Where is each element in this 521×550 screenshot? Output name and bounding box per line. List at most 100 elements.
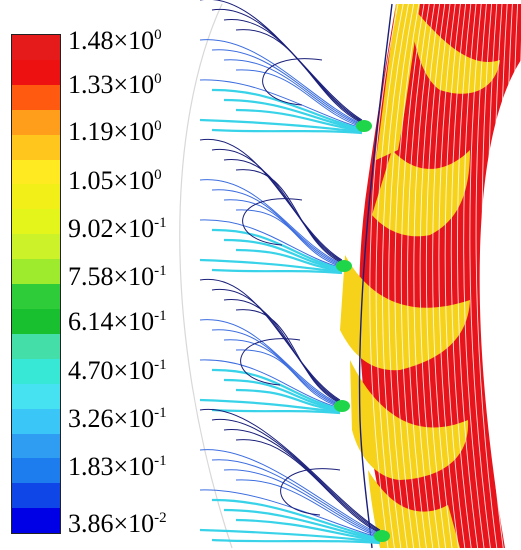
tick-exponent: 0 [154,27,162,43]
scale-tick-label: 4.70×10-1 [68,352,167,384]
streamline [211,88,363,131]
tick-exponent: 0 [154,118,162,134]
streamline [199,528,381,544]
streamline [211,189,343,266]
recirculation-loop [280,468,341,516]
streamline [223,378,341,412]
tick-exponent: -1 [154,357,167,373]
streamline [223,98,363,132]
scale-tick-label: 3.26×10-1 [68,400,167,432]
streamline [506,3,521,485]
scale-tick-label: 7.58×10-1 [68,258,167,290]
streamline [199,138,343,261]
streamline [394,3,420,549]
tick-mantissa: 6.14×10 [68,307,155,336]
streamline [235,209,343,268]
streamline [444,3,466,549]
streamline [211,128,363,135]
color-band [12,408,60,434]
scale-tick-label: 1.83×10-1 [68,448,167,480]
tick-mantissa: 1.83×10 [68,452,155,481]
tick-exponent: 0 [154,167,162,183]
streamline [235,439,381,534]
streamline [223,508,381,542]
color-band [12,483,60,509]
inlet-streamline-fan [199,278,350,415]
throat-highlight [336,260,352,272]
streamline [425,3,447,549]
streamline [407,3,430,549]
tick-mantissa: 4.70×10 [68,356,155,385]
streamline [223,59,363,127]
streamline [223,199,343,267]
streamline [438,3,459,549]
streamline [235,108,363,133]
color-band [12,134,60,160]
streamline [235,29,363,124]
tick-mantissa: 1.19×10 [68,117,155,146]
streamline [211,288,341,402]
streamline [199,219,343,269]
streamline [369,3,399,549]
streamline [223,429,381,533]
streamline [199,179,343,265]
tick-exponent: -1 [154,308,167,324]
inlet-streamline-fan [199,408,390,545]
streamline [469,3,491,549]
streamline [211,268,343,275]
streamline [235,169,343,264]
streamline [512,3,521,414]
tick-exponent: -1 [154,453,167,469]
color-band [12,59,60,85]
tick-exponent: -1 [154,215,167,231]
streamline [388,3,415,549]
color-band [12,433,60,459]
streamline [235,518,381,543]
streamline [199,408,381,531]
streamline [457,3,479,549]
tick-mantissa: 1.48×10 [68,26,155,55]
streamline [199,118,363,134]
throat-highlight [334,400,350,412]
color-band [12,234,60,260]
color-band [12,84,60,110]
streamline [223,238,343,272]
streamline [475,3,498,549]
tick-mantissa: 3.86×10 [68,509,155,538]
recirculation-loop [240,338,301,386]
streamline [223,469,381,537]
color-band [12,109,60,135]
color-band [12,259,60,285]
color-band [12,358,60,384]
color-band [12,308,60,334]
streamline [235,69,363,128]
high-value-zone [340,255,470,371]
streamline [199,278,341,401]
streamline [211,418,381,532]
streamline [235,388,341,413]
tick-mantissa: 9.02×10 [68,214,155,243]
tick-mantissa: 1.05×10 [68,166,155,195]
scale-tick-label: 1.19×100 [68,113,162,145]
streamline [199,449,381,535]
streamline [487,3,511,549]
color-band [12,458,60,484]
tick-mantissa: 1.33×10 [68,70,155,99]
streamline [413,3,435,549]
streamline [463,3,485,549]
streamline [199,258,343,274]
streamline [235,479,381,538]
color-band [12,35,60,60]
color-band [12,508,60,534]
streamline [211,538,381,545]
color-band [12,209,60,235]
streamline [450,3,472,549]
inlet-streamline-fan [199,138,352,275]
color-band [12,284,60,309]
streamline [211,49,363,126]
throat-highlight [356,120,372,132]
high-value-zone [410,4,500,94]
streamline [400,3,425,549]
streamline [382,3,409,549]
